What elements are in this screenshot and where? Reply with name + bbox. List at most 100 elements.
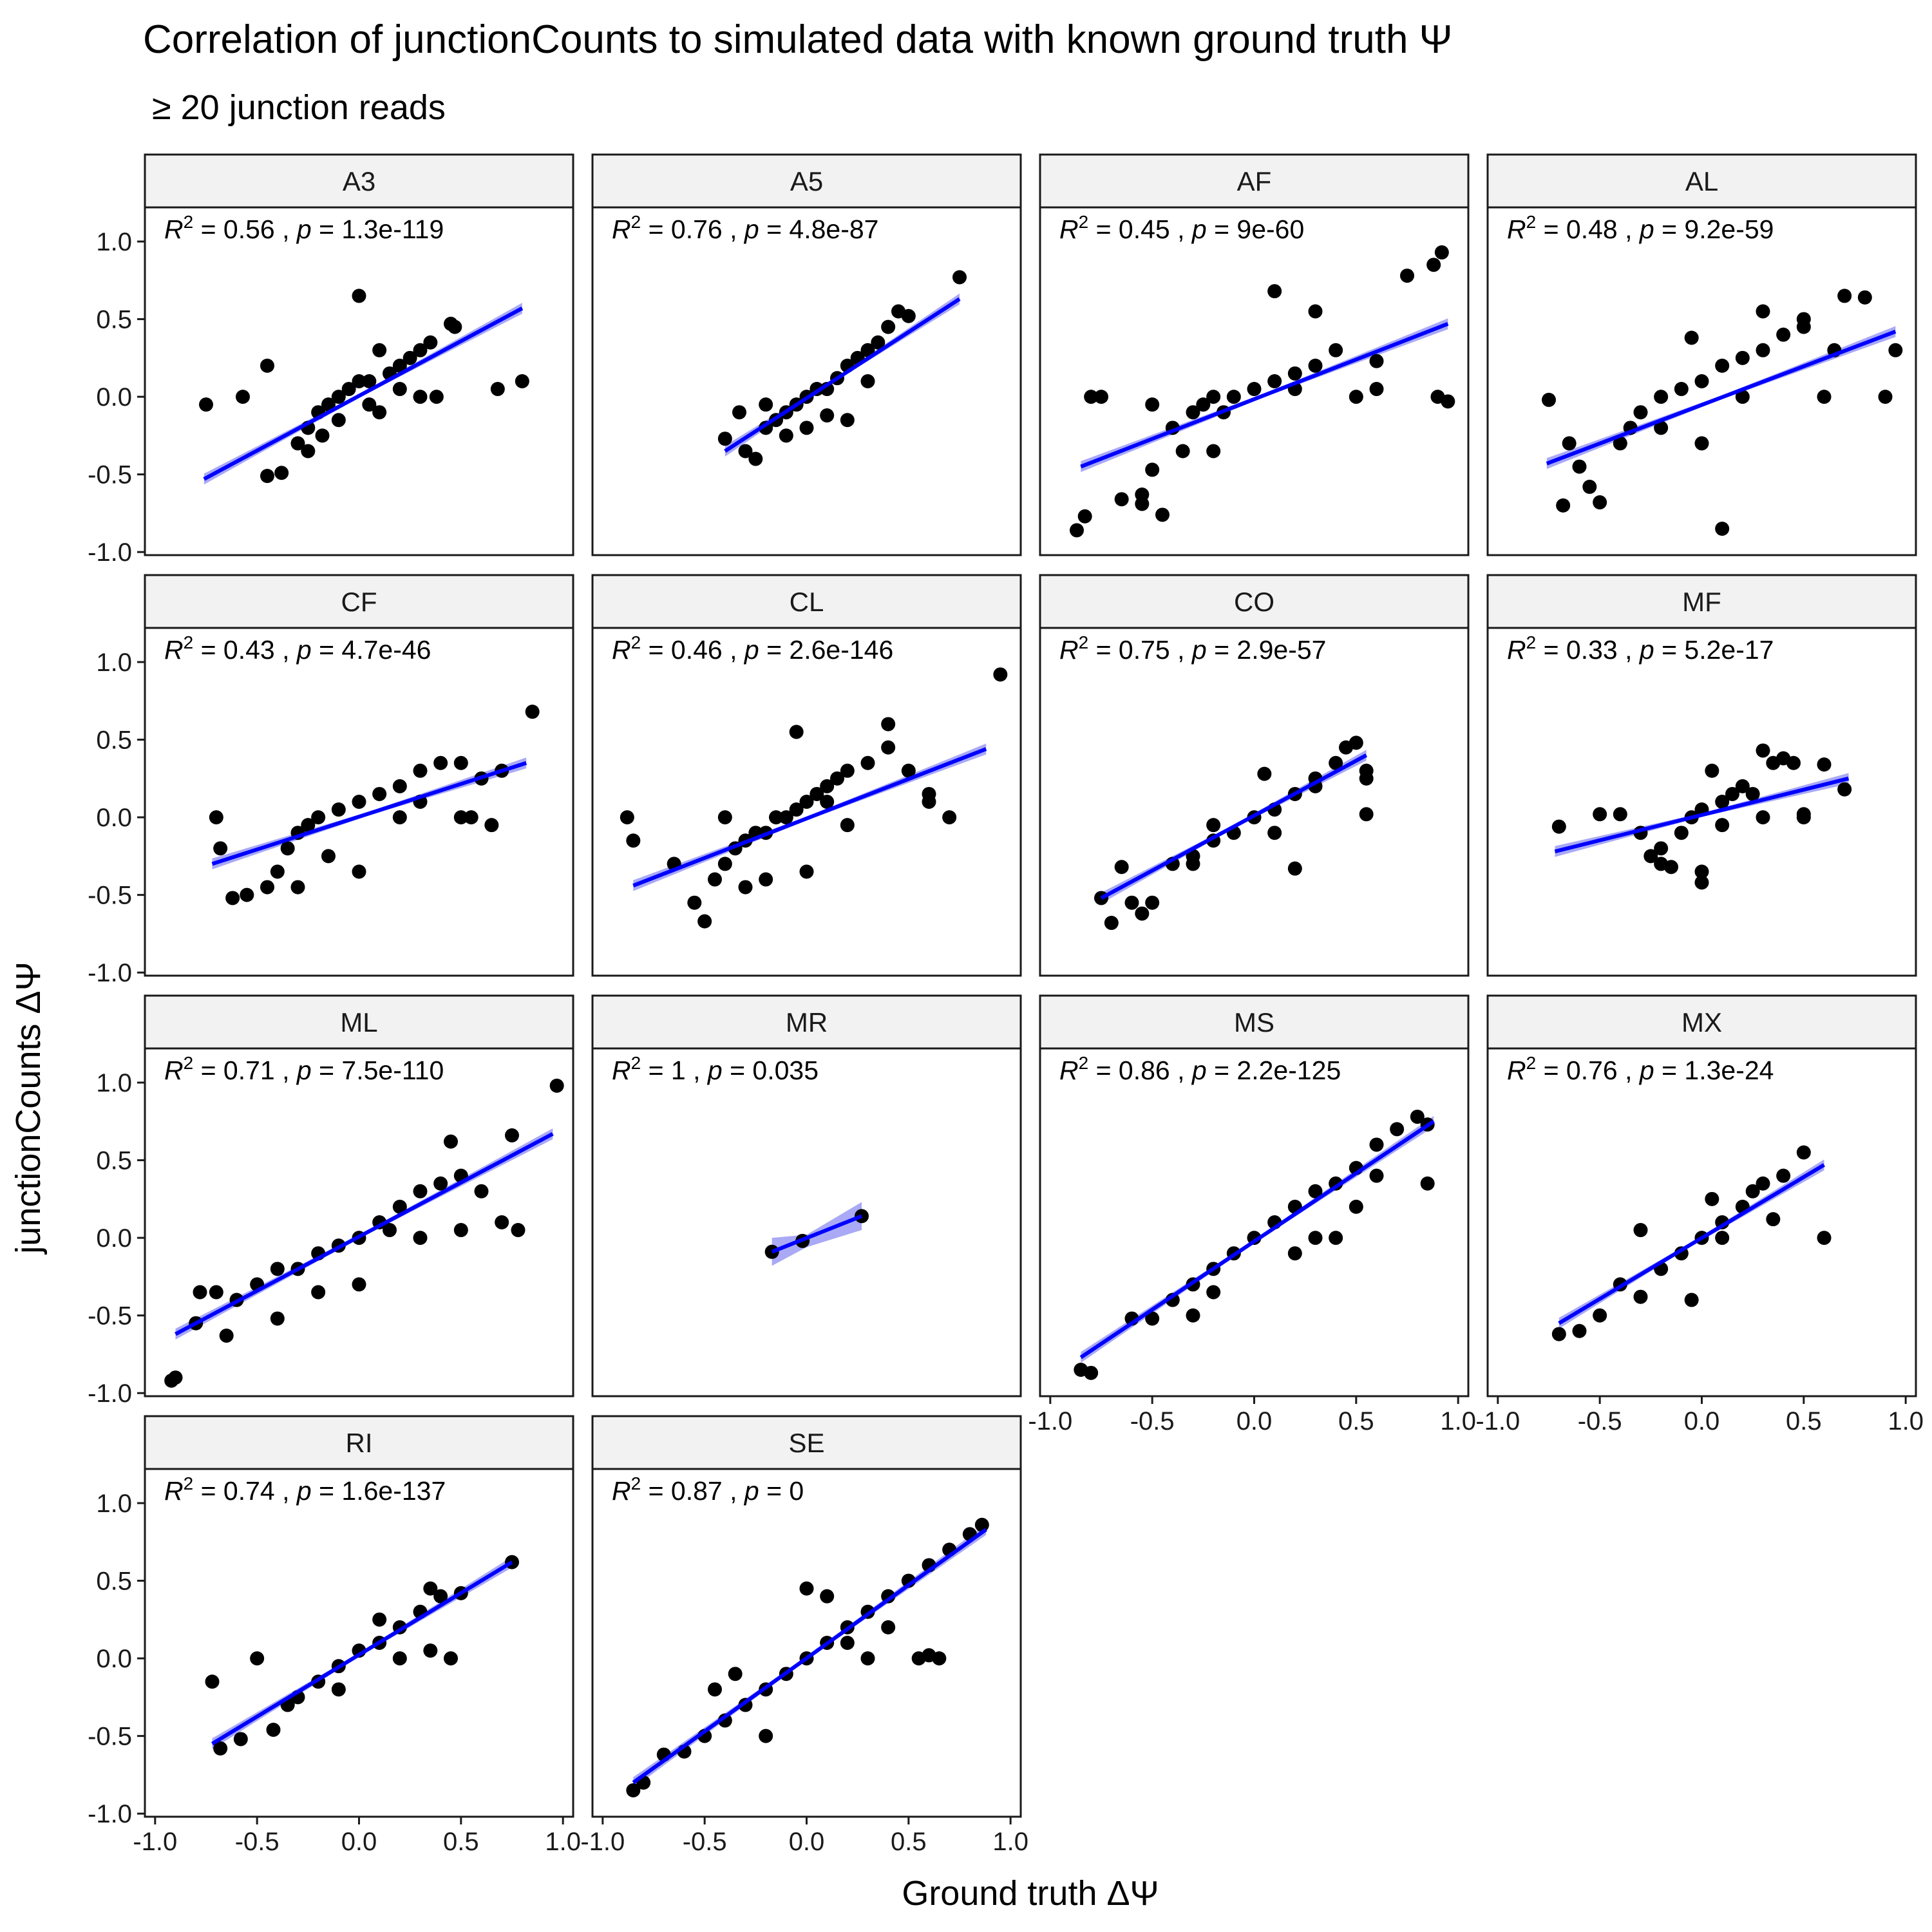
data-point xyxy=(860,1651,875,1666)
stat-annotation: R2 = 0.86 , p = 2.2e-125 xyxy=(1059,1053,1341,1085)
data-point xyxy=(290,880,305,895)
stat-r-exponent: 2 xyxy=(1526,212,1537,232)
regression-line xyxy=(724,297,961,453)
data-point xyxy=(1756,1176,1770,1191)
facet-strip xyxy=(591,1415,1022,1470)
facet-strip-label: MR xyxy=(786,1007,828,1037)
data-point xyxy=(1434,245,1449,260)
stat-r-symbol: R xyxy=(1507,1056,1526,1085)
data-point xyxy=(1654,390,1669,404)
stat-p-value: = 5.2e-17 xyxy=(1654,635,1774,665)
stat-r-symbol: R xyxy=(164,1476,184,1506)
data-point xyxy=(1094,390,1108,404)
data-point xyxy=(732,405,746,420)
data-point xyxy=(1287,366,1302,381)
data-point xyxy=(260,358,274,373)
data-point xyxy=(1572,459,1587,474)
data-point xyxy=(1206,818,1221,833)
stat-p-symbol: p xyxy=(1638,1056,1654,1085)
panel-frame xyxy=(144,1468,574,1818)
y-tick-label: -0.5 xyxy=(88,1302,132,1331)
stat-annotation: R2 = 0.33 , p = 5.2e-17 xyxy=(1507,632,1774,665)
facet-strip xyxy=(1039,994,1470,1050)
data-point xyxy=(717,857,732,871)
y-tick-label: -1.0 xyxy=(88,959,132,987)
data-point xyxy=(444,1134,458,1149)
data-point xyxy=(1426,258,1441,272)
data-point xyxy=(1735,390,1750,404)
x-tick-label: 1.0 xyxy=(1440,1407,1476,1435)
data-point xyxy=(1694,436,1709,451)
data-point xyxy=(199,397,213,412)
data-point xyxy=(331,1682,346,1697)
facet-strip xyxy=(591,153,1022,209)
stat-p-value: = 1.3e-119 xyxy=(312,214,444,244)
data-point xyxy=(453,810,468,825)
stat-r-exponent: 2 xyxy=(631,1053,641,1073)
stat-r-exponent: 2 xyxy=(184,212,194,232)
stat-r2-value: = 0.76 , xyxy=(641,214,744,244)
stat-r-symbol: R xyxy=(1059,1056,1079,1085)
stat-r-symbol: R xyxy=(164,214,184,244)
data-point xyxy=(213,1741,228,1756)
stat-r-exponent: 2 xyxy=(631,1473,641,1493)
stat-p-symbol: p xyxy=(743,635,759,665)
data-point xyxy=(1329,1231,1343,1245)
data-point xyxy=(413,343,428,357)
data-point xyxy=(871,335,886,350)
regression-line xyxy=(1080,322,1449,469)
stat-r2-value: = 0.43 , xyxy=(193,635,297,665)
regression-line xyxy=(175,1132,554,1336)
stat-r2-value: = 0.74 , xyxy=(193,1476,297,1506)
regression-line xyxy=(1558,1163,1826,1325)
data-point xyxy=(1888,343,1903,357)
data-point xyxy=(423,335,438,350)
data-point xyxy=(1643,849,1658,864)
data-point xyxy=(413,1184,428,1198)
data-point xyxy=(1745,786,1760,801)
facet-strip xyxy=(144,994,574,1050)
data-point xyxy=(464,810,478,825)
data-point xyxy=(352,289,366,303)
data-point xyxy=(717,431,732,446)
data-point xyxy=(331,802,346,817)
stat-p-value: = 7.5e-110 xyxy=(312,1056,444,1085)
data-point xyxy=(1613,807,1627,822)
panel-frame xyxy=(144,1047,574,1397)
facet-panel-mx: MX R2 = 0.76 , p = 1.3e-24 -1.0 -0.5 0.0 0.5 1… xyxy=(1475,994,1924,1435)
data-point xyxy=(1817,757,1832,772)
data-point xyxy=(1369,1137,1384,1152)
data-point xyxy=(820,1589,835,1604)
data-point xyxy=(820,795,835,809)
stat-annotation: R2 = 0.71 , p = 7.5e-110 xyxy=(164,1053,444,1085)
data-point xyxy=(1410,1110,1425,1124)
data-point xyxy=(1694,875,1709,890)
facet-panel-ri: RI R2 = 0.74 , p = 1.6e-137 -1.0 -0.5 0.0 0.5… xyxy=(88,1415,581,1856)
data-point xyxy=(799,1581,814,1596)
data-point xyxy=(1267,374,1282,388)
data-point xyxy=(1556,498,1571,513)
data-point xyxy=(1735,779,1750,793)
x-tick-label: 1.0 xyxy=(545,1828,581,1856)
data-point xyxy=(799,421,814,435)
data-point xyxy=(362,374,377,388)
y-tick-label: 0.5 xyxy=(96,1567,132,1596)
x-tick-label: 0.0 xyxy=(789,1828,825,1856)
data-point xyxy=(1308,1231,1323,1245)
stat-r-exponent: 2 xyxy=(1079,1053,1089,1073)
stat-p-value: = 2.6e-146 xyxy=(759,635,894,665)
data-point xyxy=(1308,358,1323,373)
data-point xyxy=(759,872,773,887)
data-point xyxy=(193,1285,207,1300)
data-point xyxy=(1287,861,1302,876)
regression-line xyxy=(203,307,524,481)
regression-line xyxy=(632,1528,987,1785)
x-tick-label: -1.0 xyxy=(1028,1407,1072,1435)
facet-strip xyxy=(144,153,574,209)
stat-annotation: R2 = 0.45 , p = 9e-60 xyxy=(1059,212,1304,244)
stat-r-exponent: 2 xyxy=(1079,632,1089,652)
stat-annotation: R2 = 0.48 , p = 9.2e-59 xyxy=(1507,212,1774,244)
data-point xyxy=(1186,1308,1200,1323)
